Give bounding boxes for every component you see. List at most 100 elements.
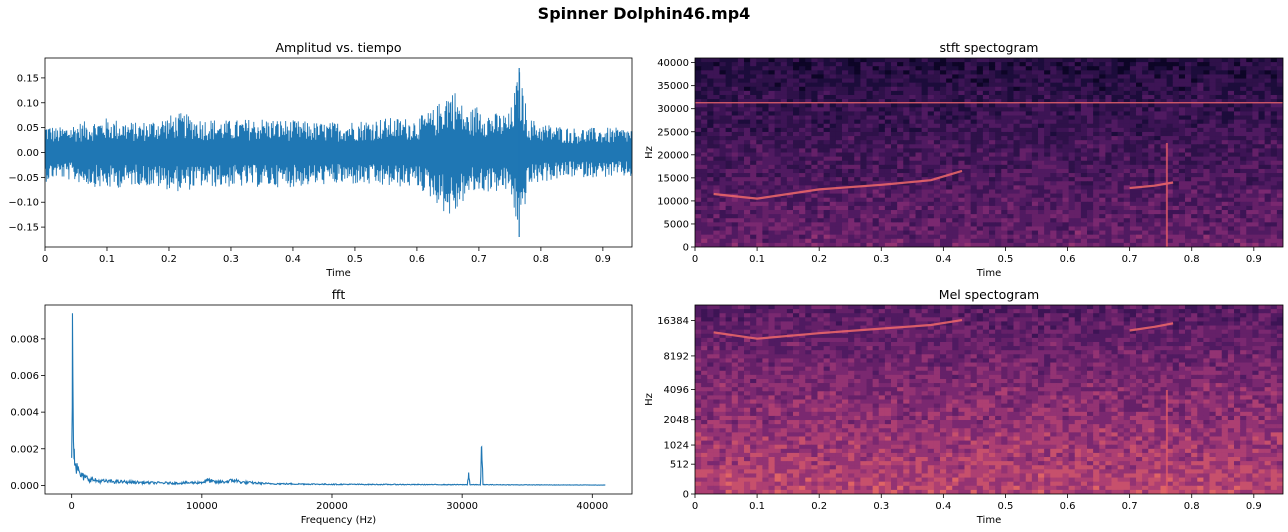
heatmap-cell xyxy=(891,222,898,228)
heatmap-cell xyxy=(1099,156,1106,162)
heatmap-cell xyxy=(866,66,874,71)
heatmap-cell xyxy=(1129,210,1137,215)
heatmap-cell xyxy=(1068,210,1076,215)
heatmap-cell xyxy=(823,62,831,67)
heatmap-cell xyxy=(811,82,819,88)
heatmap-cell xyxy=(829,193,837,199)
heatmap-cell xyxy=(756,181,763,186)
heatmap-cell xyxy=(701,305,708,310)
heatmap-cell xyxy=(725,234,733,240)
heatmap-cell xyxy=(799,242,806,247)
heatmap-cell xyxy=(750,309,757,314)
heatmap-cell xyxy=(1178,309,1186,314)
heatmap-cell xyxy=(750,74,757,80)
heatmap-cell xyxy=(1221,94,1229,100)
heatmap-cell xyxy=(982,70,990,76)
heatmap-cell xyxy=(1185,140,1192,145)
heatmap-cell xyxy=(964,173,972,178)
heatmap-cell xyxy=(915,218,923,223)
heatmap-cell xyxy=(1258,189,1266,195)
heatmap-cell xyxy=(1068,123,1076,129)
heatmap-cell xyxy=(1148,66,1155,71)
heatmap-cell xyxy=(1197,152,1204,158)
heatmap-cell xyxy=(952,148,959,154)
heatmap-cell xyxy=(1197,115,1204,121)
heatmap-cell xyxy=(909,185,917,191)
heatmap-cell xyxy=(823,103,831,108)
heatmap-cell xyxy=(1154,90,1162,96)
heatmap-cell xyxy=(768,119,776,125)
heatmap-cell xyxy=(891,173,898,178)
heatmap-cell xyxy=(891,66,898,71)
heatmap-cell xyxy=(1068,160,1076,166)
heatmap-cell xyxy=(1203,123,1211,129)
heatmap-cell xyxy=(719,317,727,323)
heatmap-cell xyxy=(811,181,819,186)
heatmap-cell xyxy=(860,156,868,162)
heatmap-cell xyxy=(793,86,800,92)
heatmap-cell xyxy=(884,90,892,96)
heatmap-cell xyxy=(909,94,917,100)
heatmap-cell xyxy=(780,222,788,228)
heatmap-cell xyxy=(1050,205,1057,211)
heatmap-cell xyxy=(829,152,837,158)
heatmap-cell xyxy=(1123,238,1131,244)
heatmap-cell xyxy=(970,86,978,92)
heatmap-cell xyxy=(1044,234,1051,240)
heatmap-cell xyxy=(1252,234,1260,240)
heatmap-cell xyxy=(1111,90,1119,96)
heatmap-cell xyxy=(1117,317,1125,323)
heatmap-cell xyxy=(744,152,751,158)
heatmap-cell xyxy=(737,321,745,327)
heatmap-cell xyxy=(1117,144,1125,149)
heatmap-cell xyxy=(750,168,757,174)
heatmap-cell xyxy=(768,74,776,80)
heatmap-cell xyxy=(811,107,819,113)
heatmap-cell xyxy=(1215,103,1223,108)
heatmap-cell xyxy=(1258,168,1266,174)
heatmap-cell xyxy=(976,140,984,145)
heatmap-cell xyxy=(1221,305,1229,310)
heatmap-cell xyxy=(762,181,770,186)
heatmap-cell xyxy=(1050,193,1057,199)
heatmap-cell xyxy=(958,111,966,117)
heatmap-cell xyxy=(707,313,714,318)
heatmap-cell xyxy=(1025,111,1033,117)
heatmap-cell xyxy=(725,173,733,178)
heatmap-cell xyxy=(1154,136,1162,141)
heatmap-cell xyxy=(1080,136,1088,141)
heatmap-cell xyxy=(933,226,941,232)
heatmap-cell xyxy=(1148,115,1155,121)
heatmap-cell xyxy=(872,185,880,191)
heatmap-cell xyxy=(774,62,782,67)
heatmap-cell xyxy=(695,201,702,207)
heatmap-cell xyxy=(970,127,978,133)
heatmap-cell xyxy=(1203,173,1211,178)
heatmap-cell xyxy=(952,238,959,244)
heatmap-cell xyxy=(921,210,929,215)
heatmap-cell xyxy=(921,317,929,323)
heatmap-cell xyxy=(897,234,904,240)
heatmap-cell xyxy=(713,62,721,67)
heatmap-cell xyxy=(891,234,898,240)
heatmap-cell xyxy=(1234,140,1241,145)
heatmap-cell xyxy=(958,70,966,76)
heatmap-cell xyxy=(725,111,733,117)
heatmap-cell xyxy=(1019,123,1027,129)
heatmap-cell xyxy=(1007,123,1015,129)
heatmap-cell xyxy=(1062,210,1070,215)
heatmap-cell xyxy=(805,115,812,121)
heatmap-cell xyxy=(823,131,831,137)
heatmap-cell xyxy=(1209,119,1217,125)
heatmap-cell xyxy=(1105,111,1113,117)
heatmap-cell xyxy=(958,152,966,158)
heatmap-cell xyxy=(982,123,990,129)
heatmap-cell xyxy=(958,107,966,113)
heatmap-cell xyxy=(878,115,886,121)
heatmap-cell xyxy=(1013,156,1021,162)
heatmap-cell xyxy=(811,238,819,244)
heatmap-cell xyxy=(927,62,935,67)
heatmap-cell xyxy=(817,119,825,125)
heatmap-cell xyxy=(805,173,812,178)
heatmap-cell xyxy=(848,74,855,80)
